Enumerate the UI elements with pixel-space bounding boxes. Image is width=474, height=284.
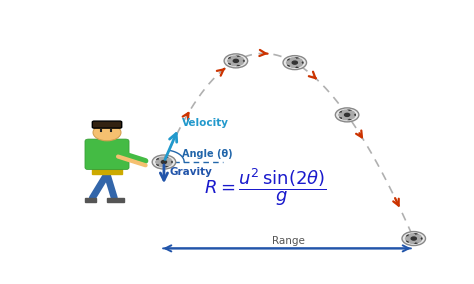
Circle shape xyxy=(157,162,163,166)
Circle shape xyxy=(412,234,419,237)
Circle shape xyxy=(412,240,419,243)
Circle shape xyxy=(283,56,307,70)
FancyBboxPatch shape xyxy=(92,121,122,128)
Circle shape xyxy=(165,158,171,162)
Circle shape xyxy=(233,59,238,62)
Circle shape xyxy=(166,160,172,164)
Circle shape xyxy=(345,113,350,116)
Circle shape xyxy=(296,63,302,66)
Circle shape xyxy=(157,158,163,162)
Circle shape xyxy=(163,163,169,167)
Circle shape xyxy=(415,235,421,239)
Text: Angle (θ): Angle (θ) xyxy=(182,149,233,158)
Circle shape xyxy=(407,235,412,239)
Circle shape xyxy=(293,64,300,67)
Circle shape xyxy=(290,58,296,61)
Circle shape xyxy=(231,62,237,66)
Text: $R = \dfrac{u^2\,\sin(2\theta)}{g}$: $R = \dfrac{u^2\,\sin(2\theta)}{g}$ xyxy=(204,166,326,208)
Circle shape xyxy=(407,239,412,242)
Circle shape xyxy=(402,231,426,246)
Circle shape xyxy=(224,54,247,68)
Circle shape xyxy=(416,237,422,240)
Polygon shape xyxy=(107,198,124,202)
Circle shape xyxy=(288,63,293,66)
Circle shape xyxy=(231,56,237,60)
Polygon shape xyxy=(92,168,122,174)
Polygon shape xyxy=(85,198,96,202)
Circle shape xyxy=(292,61,297,64)
Circle shape xyxy=(159,157,165,161)
Circle shape xyxy=(228,57,235,61)
Circle shape xyxy=(348,111,354,115)
Circle shape xyxy=(409,234,415,237)
Circle shape xyxy=(343,116,348,120)
Circle shape xyxy=(339,113,345,117)
Circle shape xyxy=(228,59,234,63)
Circle shape xyxy=(346,116,352,120)
Circle shape xyxy=(409,240,415,243)
Circle shape xyxy=(237,61,243,64)
Circle shape xyxy=(340,111,346,115)
Circle shape xyxy=(293,58,300,61)
Circle shape xyxy=(349,113,356,117)
Circle shape xyxy=(335,108,359,122)
Circle shape xyxy=(237,57,243,61)
Text: Gravity: Gravity xyxy=(169,167,212,177)
Circle shape xyxy=(163,157,169,161)
Circle shape xyxy=(228,61,235,64)
Circle shape xyxy=(406,237,411,240)
Circle shape xyxy=(411,237,416,240)
Circle shape xyxy=(93,124,121,141)
Circle shape xyxy=(152,155,176,169)
Circle shape xyxy=(296,59,302,62)
FancyBboxPatch shape xyxy=(85,139,129,170)
Circle shape xyxy=(288,59,293,62)
Circle shape xyxy=(161,160,166,164)
Circle shape xyxy=(165,162,171,166)
Circle shape xyxy=(238,59,244,63)
Circle shape xyxy=(415,239,421,242)
Text: Range: Range xyxy=(273,237,305,247)
Circle shape xyxy=(235,62,240,66)
Circle shape xyxy=(346,110,352,114)
Circle shape xyxy=(343,110,348,114)
Circle shape xyxy=(348,115,354,118)
Text: Velocity: Velocity xyxy=(182,118,229,128)
Circle shape xyxy=(235,56,240,60)
Circle shape xyxy=(290,64,296,67)
Circle shape xyxy=(156,160,162,164)
Circle shape xyxy=(297,61,303,64)
Circle shape xyxy=(159,163,165,167)
Circle shape xyxy=(340,115,346,118)
Circle shape xyxy=(287,61,292,64)
